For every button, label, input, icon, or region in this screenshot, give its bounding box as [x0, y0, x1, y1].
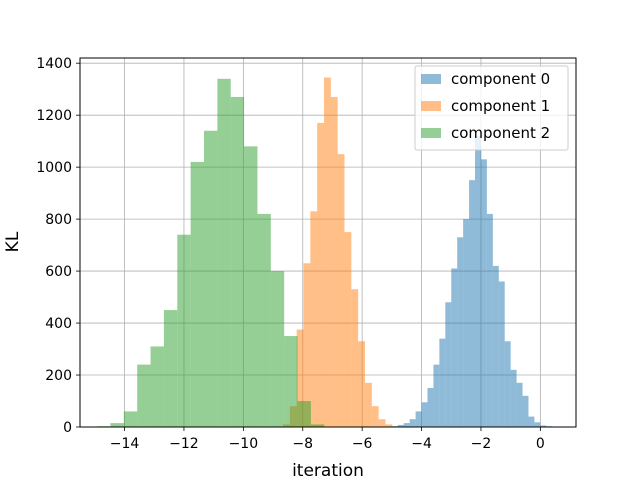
histogram-bar: [230, 96, 245, 427]
histogram-bar: [378, 419, 386, 427]
x-tick-label: 0: [536, 436, 545, 452]
histogram-bar: [150, 346, 164, 427]
histogram-bar: [439, 338, 446, 427]
histogram-bar: [337, 154, 345, 427]
histogram-bar: [457, 237, 464, 427]
histogram-bar: [297, 401, 311, 427]
histogram-bar: [284, 336, 298, 427]
histogram-bar: [504, 341, 511, 427]
x-tick-label: −4: [411, 436, 432, 452]
y-tick-label: 200: [45, 368, 72, 384]
histogram-bar: [409, 419, 416, 427]
histogram-bar: [323, 77, 331, 427]
histogram-bar: [385, 424, 393, 427]
histogram-bar: [427, 388, 434, 427]
histogram-bar: [123, 411, 138, 427]
histogram-bar: [364, 382, 372, 427]
histogram-bar: [244, 146, 258, 427]
histogram-bar: [510, 369, 517, 427]
histogram-bar: [270, 271, 285, 427]
legend-label: component 0: [451, 70, 550, 88]
histogram-bar: [371, 406, 379, 427]
histogram-bar: [190, 161, 204, 427]
y-tick-label: 600: [45, 264, 72, 280]
x-tick-label: −10: [229, 436, 259, 452]
histogram-bar: [330, 96, 338, 427]
histogram-bar: [163, 310, 178, 427]
x-axis-label: iteration: [292, 461, 364, 480]
series-0-bars: [391, 135, 553, 427]
histogram-bar: [217, 78, 231, 428]
x-tick-label: −6: [352, 436, 373, 452]
legend: component 0 component 1 component 2: [414, 65, 569, 151]
histogram-bar: [451, 268, 458, 427]
histogram-bar: [540, 425, 547, 427]
y-tick-label: 1000: [36, 160, 72, 176]
histogram-bar: [296, 329, 304, 427]
histogram-bar: [445, 302, 452, 427]
y-axis-label: KL: [3, 231, 23, 252]
legend-label: component 2: [451, 124, 550, 142]
histogram-bar: [351, 289, 359, 427]
histogram-bar: [463, 219, 470, 427]
x-tick-label: −2: [471, 436, 492, 452]
legend-label: component 1: [451, 97, 550, 115]
series-2-bars: [97, 78, 325, 428]
histogram-bar: [433, 364, 440, 427]
y-tick-label: 0: [63, 420, 72, 436]
histogram-bar: [137, 364, 151, 427]
histogram-bar: [257, 213, 271, 427]
histogram-bar: [310, 211, 318, 427]
histogram-bar: [475, 135, 481, 427]
x-axis: −14 −12 −10 −8 −6 −4 −2 0: [110, 427, 545, 452]
histogram-bar: [492, 265, 499, 427]
y-tick-label: 400: [45, 316, 72, 332]
histogram-bar: [204, 130, 218, 427]
y-tick-label: 1400: [36, 56, 72, 72]
histogram-bar: [310, 424, 325, 427]
histogram-bar: [522, 395, 529, 427]
histogram-bar: [498, 281, 505, 427]
histogram-bar: [486, 213, 493, 427]
y-tick-label: 800: [45, 212, 72, 228]
histogram-bar: [303, 263, 311, 427]
histogram-bar: [480, 159, 487, 427]
x-tick-label: −14: [110, 436, 140, 452]
histogram-bar: [110, 423, 124, 427]
legend-box: [414, 65, 569, 151]
histogram-bar: [317, 122, 324, 428]
legend-swatch: [421, 74, 441, 84]
histogram-bar: [177, 234, 191, 427]
y-tick-label: 1200: [36, 108, 72, 124]
histogram-bar: [344, 232, 352, 427]
histogram-bar: [516, 382, 523, 427]
histogram-bar: [415, 411, 422, 427]
series-1-bars: [283, 77, 393, 428]
y-axis: 0 200 400 600 800 1000 1200 1400: [36, 56, 80, 436]
histogram-bar: [534, 422, 541, 427]
legend-swatch: [421, 101, 441, 111]
legend-swatch: [421, 128, 441, 138]
histogram-bar: [528, 416, 535, 427]
x-tick-label: −12: [169, 436, 199, 452]
plot-frame: [79, 57, 577, 428]
x-tick-label: −8: [292, 436, 313, 452]
histogram-bar: [421, 402, 428, 427]
histogram-bar: [469, 180, 476, 427]
histogram-bar: [397, 424, 404, 427]
histogram-bar: [358, 341, 365, 427]
histogram-bars: [97, 77, 553, 428]
histogram-bar: [403, 423, 410, 427]
